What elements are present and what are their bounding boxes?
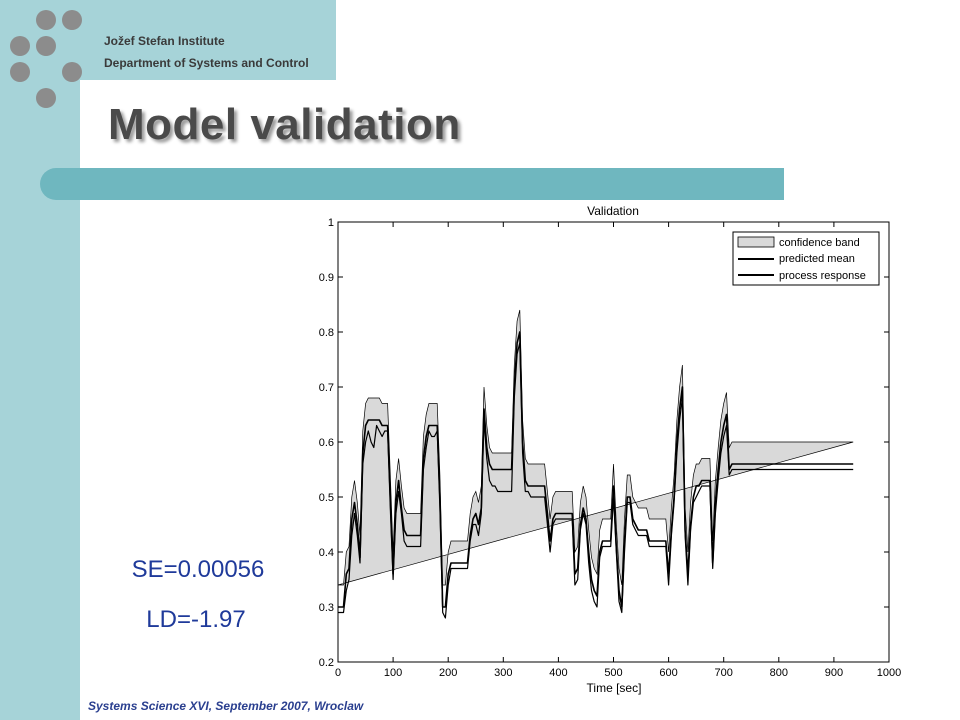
x-tick-label: 900 [825,667,843,679]
y-tick-label: 0.9 [319,272,334,284]
department-name: Department of Systems and Control [104,56,309,70]
legend-label-predicted-mean: predicted mean [779,253,855,265]
chart-title: Validation [587,204,639,218]
x-tick-label: 700 [715,667,733,679]
left-accent-bar [0,0,80,720]
x-tick-label: 1000 [877,667,901,679]
x-axis-label: Time [sec] [587,681,642,695]
y-tick-label: 0.7 [319,382,334,394]
axis-ticks-layer: 0 100 200 300 400 500 600 700 800 900 1000 0.2 0.3 0.… [319,217,902,679]
y-tick-label: 1 [328,217,334,229]
top-header-band [0,0,336,80]
ld-value: LD=-1.97 [146,606,246,633]
y-tick-label: 0.6 [319,437,334,449]
y-tick-label: 0.5 [319,492,334,504]
legend-label-process-response: process response [779,270,866,282]
x-tick-label: 400 [549,667,567,679]
x-tick-label: 0 [335,667,341,679]
confidence-band-area [337,309,854,586]
title-underline-bar [40,168,784,200]
institute-name: Jožef Stefan Institute [104,34,225,48]
y-tick-label: 0.8 [319,327,334,339]
footer-text: Systems Science XVI, September 2007, Wro… [88,699,364,713]
x-tick-label: 200 [439,667,457,679]
series-lines-layer [338,331,854,619]
x-tick-label: 800 [770,667,788,679]
y-tick-label: 0.2 [319,657,334,669]
confidence-band-layer [337,309,854,586]
chart-legend: confidence band predicted mean process r… [732,231,880,286]
y-tick-label: 0.4 [319,547,334,559]
x-tick-label: 500 [604,667,622,679]
se-value: SE=0.00056 [131,556,265,583]
predicted-mean-line [338,331,854,608]
process-response-line [338,342,854,619]
slide-title: Model validation [108,100,461,149]
x-tick-label: 600 [659,667,677,679]
x-tick-label: 100 [384,667,402,679]
legend-swatch-confidence-band [737,236,775,248]
legend-label-confidence-band: confidence band [779,237,860,249]
x-tick-label: 300 [494,667,512,679]
y-tick-label: 0.3 [319,602,334,614]
